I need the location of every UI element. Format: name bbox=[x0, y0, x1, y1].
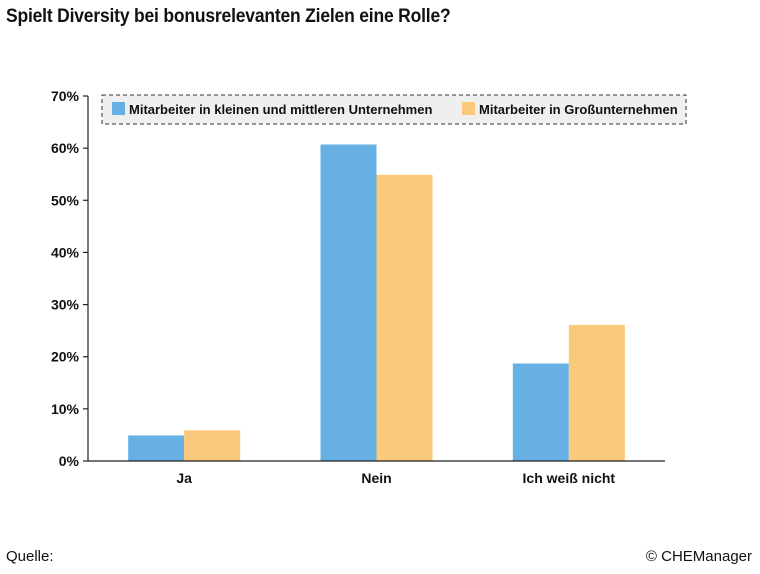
y-tick-label: 10% bbox=[51, 401, 80, 417]
chart-title: Spielt Diversity bei bonusrelevanten Zie… bbox=[6, 6, 451, 27]
x-tick-label: Ja bbox=[176, 470, 192, 486]
bar-kmu-1 bbox=[320, 144, 377, 461]
legend-box bbox=[101, 94, 687, 125]
bar-kmu-2 bbox=[512, 363, 569, 461]
legend-swatch bbox=[462, 102, 475, 115]
legend-swatch bbox=[112, 102, 125, 115]
source-label: Quelle: bbox=[6, 548, 54, 565]
x-tick-label: Ich weiß nicht bbox=[523, 470, 616, 486]
legend-label: Mitarbeiter in Großunternehmen bbox=[479, 102, 678, 117]
y-tick-label: 30% bbox=[51, 297, 80, 313]
y-tick-label: 70% bbox=[51, 88, 80, 104]
bar-gross-2 bbox=[568, 324, 625, 461]
legend: Mitarbeiter in kleinen und mittleren Unt… bbox=[101, 94, 687, 125]
bar-gross-1 bbox=[376, 174, 433, 461]
y-tick-label: 20% bbox=[51, 349, 80, 365]
y-tick-label: 40% bbox=[51, 244, 80, 260]
bars bbox=[128, 144, 625, 461]
bar-kmu-0 bbox=[128, 435, 185, 461]
bar-gross-0 bbox=[184, 430, 241, 461]
y-tick-label: 0% bbox=[59, 453, 80, 469]
legend-label: Mitarbeiter in kleinen und mittleren Unt… bbox=[129, 102, 432, 117]
y-tick-label: 60% bbox=[51, 140, 80, 156]
copyright: © CHEManager bbox=[645, 548, 752, 565]
axes: 0% 10% 20% 30% 40% 50% 60% 70% Ja Nein Ich weiß ni… bbox=[51, 88, 665, 486]
y-tick-label: 50% bbox=[51, 192, 80, 208]
x-tick-label: Nein bbox=[361, 470, 391, 486]
